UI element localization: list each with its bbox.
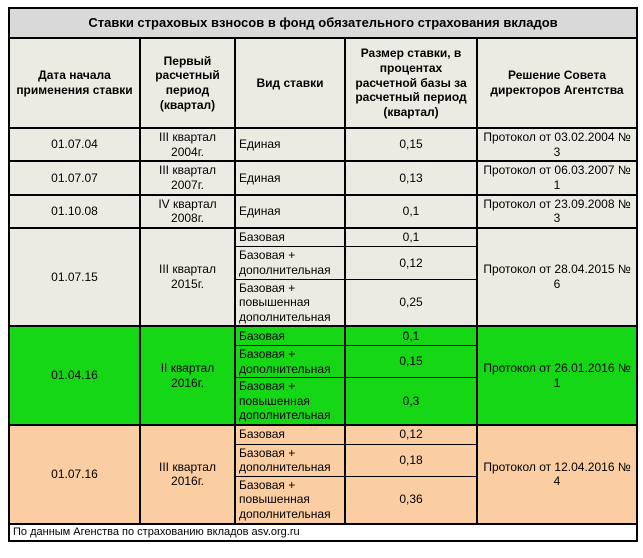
date-cell: 01.07.04 — [8, 126, 141, 162]
table-row: Базовая + дополнительная 0,18 — [9, 443, 637, 477]
date-cell: 01.07.16 — [8, 424, 141, 525]
period-cell: III квартал 2007г. — [139, 160, 236, 196]
table-row: 01.07.16 III квартал 2016г. Базовая 0,12… — [8, 424, 639, 525]
rate-value-cell: 0,3 — [344, 377, 478, 426]
rate-value-cell: 0,15 — [344, 344, 478, 379]
period-cell: II квартал 2016г. — [139, 325, 236, 426]
rate-value-cell: 0,25 — [344, 278, 478, 327]
col-header-rate-type: Вид ставки — [234, 37, 346, 129]
table-title: Ставки страховых взносов в фонд обязател… — [7, 7, 639, 39]
insurance-rates-table: Ставки страховых взносов в фонд обязател… — [7, 7, 639, 543]
decision-cell: Протокол от 28.04.2015 № 6 — [475, 226, 639, 327]
rate-type-cell: Единая — [234, 193, 346, 229]
col-header-board-decision: Решение Совета директоров Агентства — [475, 37, 639, 129]
rate-value-cell: 0,18 — [344, 443, 478, 477]
decision-cell: Протокол от 03.02.2004 № 3 — [475, 126, 639, 162]
col-header-first-period: Первый расчетный период (квартал) — [139, 37, 236, 129]
rate-value-cell: 0,36 — [344, 475, 478, 525]
period-cell: III квартал 2015г. — [139, 226, 236, 327]
table-row: 01.04.16 II квартал 2016г. Базовая 0,1 П… — [8, 325, 639, 426]
table-footer-row: По данным Агенства по страхованию вкладо… — [7, 522, 639, 542]
decision-cell: Протокол от 23.09.2008 № 3 — [475, 193, 639, 229]
rate-value-cell: 0,13 — [344, 160, 478, 196]
rate-type-cell: Базовая + дополнительная — [234, 246, 346, 280]
rate-value-cell: 0,15 — [344, 126, 478, 162]
date-cell: 01.07.07 — [8, 160, 141, 196]
rate-value-cell: 0,1 — [344, 325, 478, 346]
col-header-rate-size: Размер ставки, в процентах расчетной баз… — [344, 37, 478, 129]
rate-type-cell: Единая — [234, 160, 346, 196]
rate-value-cell: 0,1 — [344, 193, 478, 229]
table-header-row: Дата начала применения ставки Первый рас… — [8, 37, 639, 129]
rate-type-cell: Базовая + повышенная дополнительная — [234, 278, 346, 327]
table-title-row: Ставки страховых взносов в фонд обязател… — [7, 7, 639, 39]
table-row: Базовая + дополнительная 0,12 — [9, 246, 637, 280]
decision-cell: Протокол от 06.03.2007 № 1 — [475, 160, 639, 196]
rate-value-cell: 0,1 — [344, 226, 478, 248]
decision-cell: Протокол от 12.04.2016 № 4 — [475, 424, 639, 525]
source-note: По данным Агенства по страхованию вкладо… — [7, 522, 639, 542]
col-header-start-date: Дата начала применения ставки — [8, 37, 141, 129]
table-row: 01.07.07 III квартал 2007г. Единая 0,13 … — [8, 160, 639, 196]
decision-cell: Протокол от 26.01.2016 № 1 — [475, 325, 639, 426]
rate-type-cell: Единая — [234, 126, 346, 162]
period-cell: III квартал 2004г. — [139, 126, 236, 162]
table-row: Базовая + повышенная дополнительная 0,25 — [9, 278, 637, 327]
rate-type-cell: Базовая — [234, 325, 346, 346]
rate-type-cell: Базовая + повышенная дополнительная — [234, 377, 346, 426]
table-row: 01.07.15 III квартал 2015г. Базовая 0,1 … — [8, 226, 639, 327]
rate-type-cell: Базовая — [234, 226, 346, 248]
date-cell: 01.07.15 — [8, 226, 141, 327]
rate-value-cell: 0,12 — [344, 424, 478, 445]
date-cell: 01.10.08 — [8, 193, 141, 229]
period-cell: IV квартал 2008г. — [139, 193, 236, 229]
rate-value-cell: 0,12 — [344, 246, 478, 280]
rate-type-cell: Базовая + дополнительная — [234, 344, 346, 379]
table-row: 01.10.08 IV квартал 2008г. Единая 0,1 Пр… — [8, 193, 639, 229]
table-row: Базовая + повышенная дополнительная 0,36 — [9, 475, 637, 525]
period-cell: III квартал 2016г. — [139, 424, 236, 525]
rate-type-cell: Базовая — [234, 424, 346, 445]
table-row: 01.07.04 III квартал 2004г. Единая 0,15 … — [8, 126, 639, 162]
rate-type-cell: Базовая + дополнительная — [234, 443, 346, 477]
date-cell: 01.04.16 — [8, 325, 141, 426]
rate-type-cell: Базовая + повышенная дополнительная — [234, 475, 346, 525]
